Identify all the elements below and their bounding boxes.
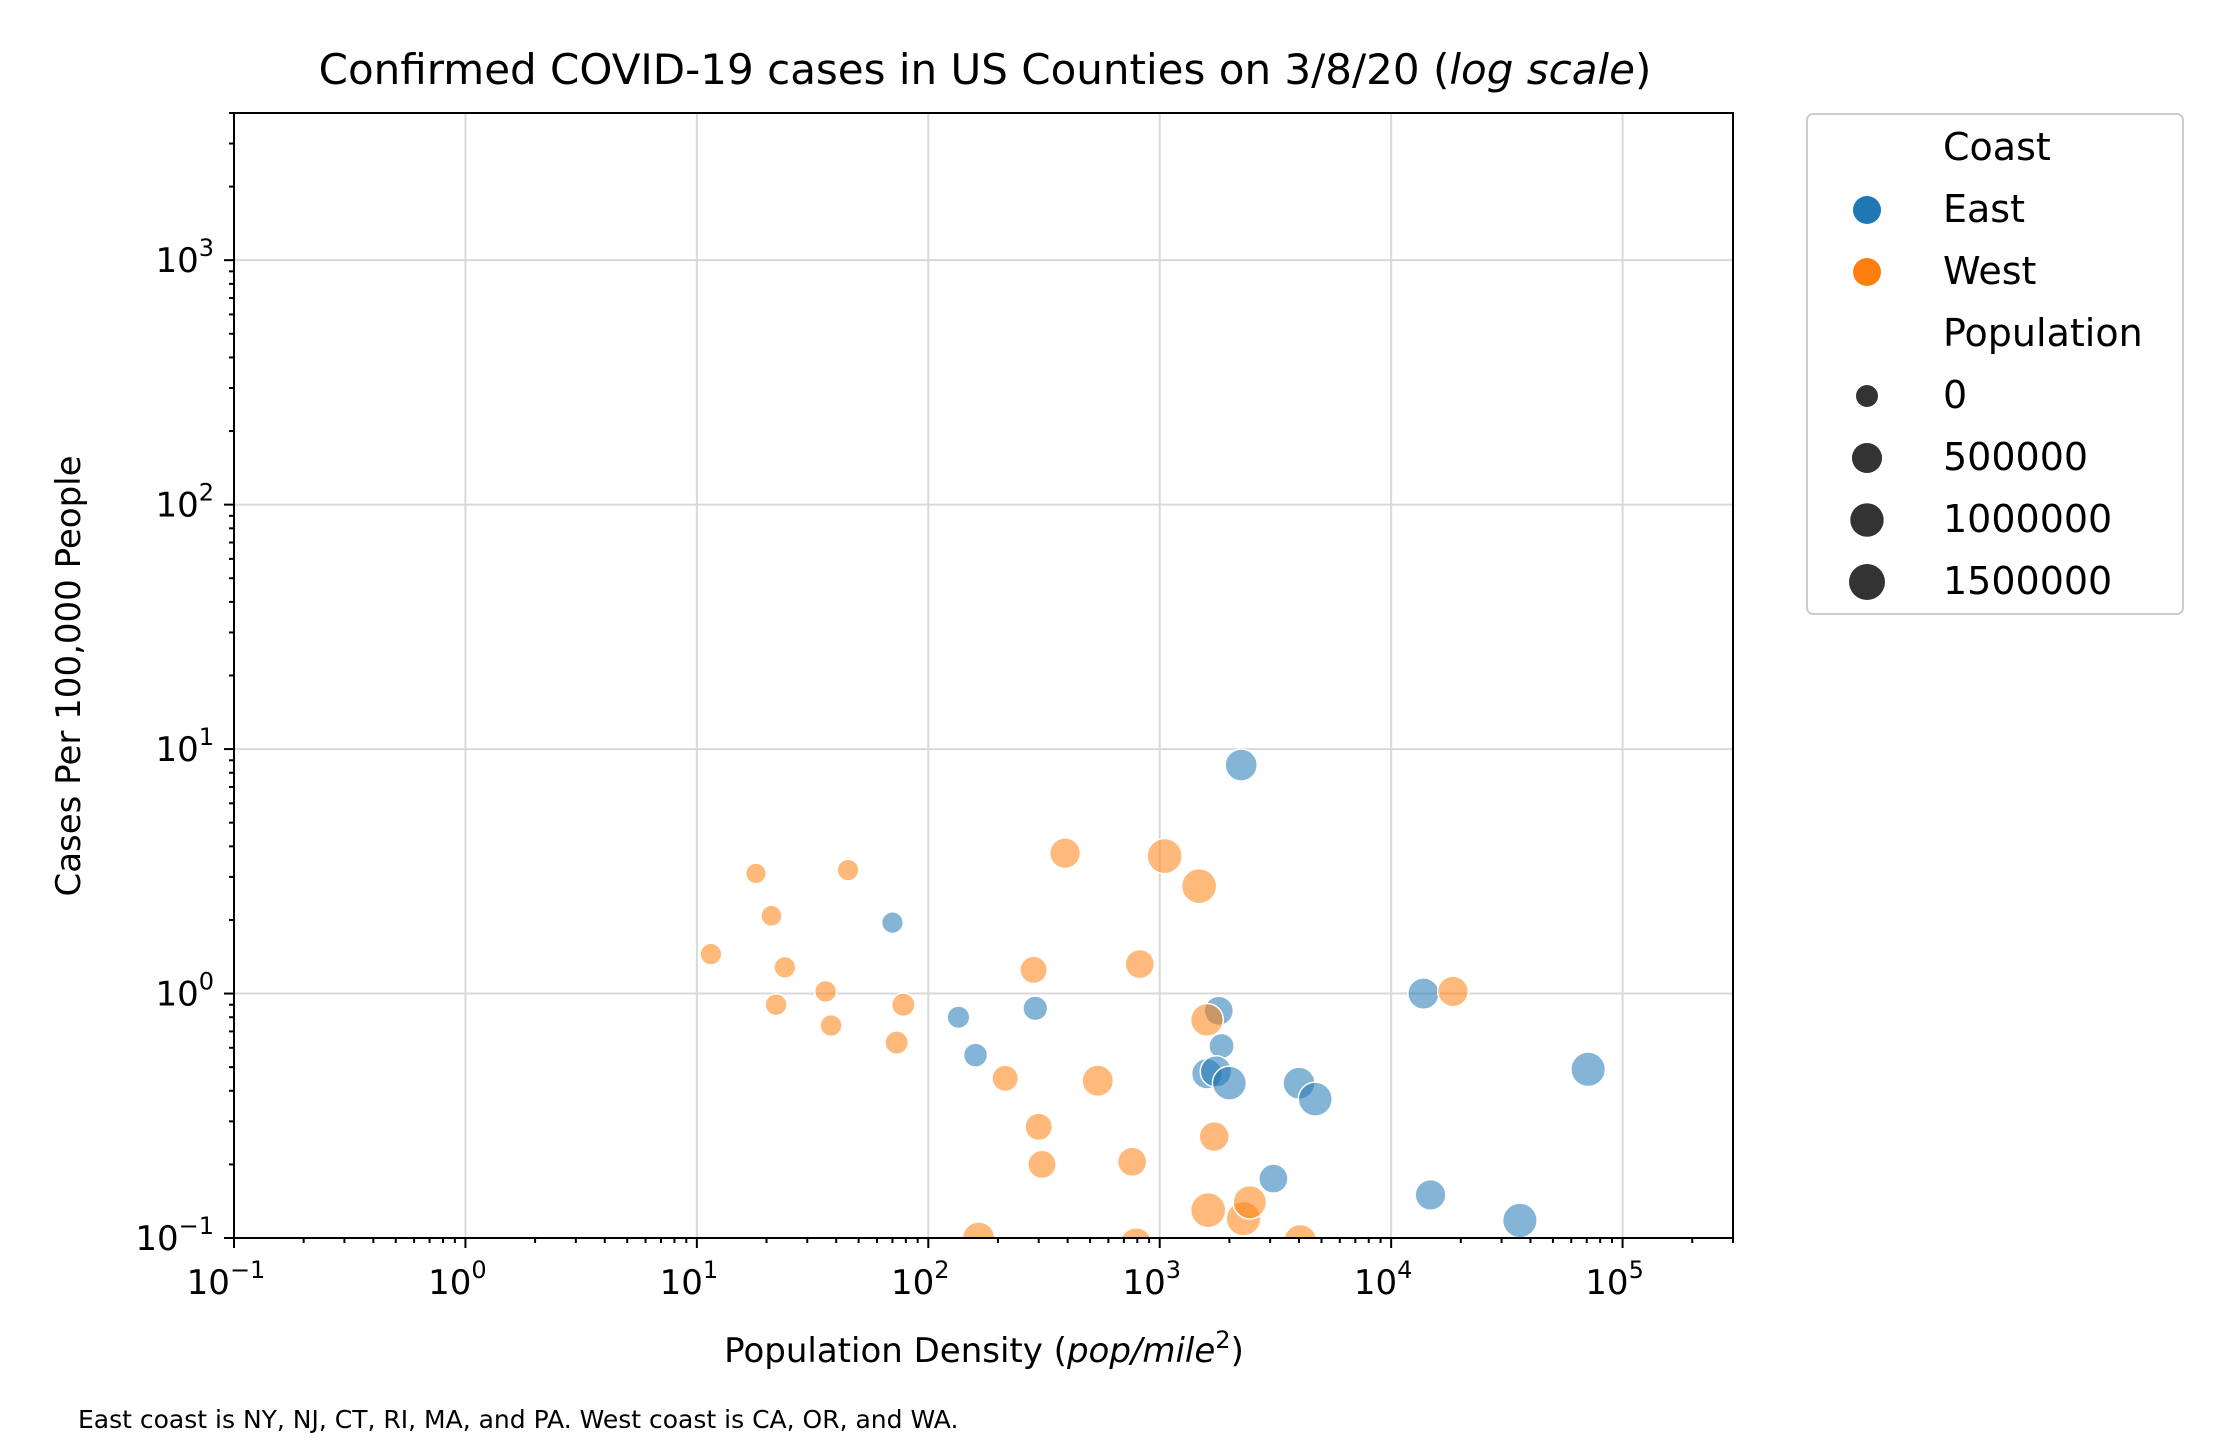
west-coast-point <box>890 992 916 1018</box>
y-tick-label: 103 <box>155 234 214 281</box>
west-coast-point <box>1232 1184 1268 1220</box>
legend-size-label: 500000 <box>1943 435 2088 479</box>
west-coast-point <box>1120 1226 1152 1238</box>
west-coast-point <box>1124 948 1156 980</box>
east-coast-point <box>880 911 905 935</box>
east-coast-point <box>1414 1178 1447 1212</box>
east-coast-point <box>1022 995 1049 1022</box>
east-coast-point <box>946 1005 971 1030</box>
west-coast-point <box>1019 955 1048 985</box>
legend-east-label: East <box>1943 187 2025 231</box>
east-coast-point <box>1258 1163 1289 1194</box>
west-coast-point <box>1198 1120 1230 1153</box>
west-coast-point <box>1048 837 1082 870</box>
legend-size-marker <box>1850 503 1884 537</box>
west-coast-point <box>836 858 860 882</box>
east-coast-point <box>1407 977 1440 1011</box>
west-coast-point <box>1436 975 1470 1008</box>
west-coast-point <box>819 1013 843 1038</box>
legend-east-marker <box>1853 196 1881 224</box>
data-points <box>699 748 1607 1238</box>
x-axis-title: Population Density (pop/mile2) <box>724 1326 1244 1371</box>
legend-size-marker <box>1849 564 1885 600</box>
x-tick-label: 10−1 <box>187 1256 266 1303</box>
x-tick-label: 103 <box>1122 1256 1181 1303</box>
west-coast-point <box>991 1064 1020 1093</box>
legend-size-label: 0 <box>1943 373 1967 417</box>
chart-title: Confirmed COVID-19 cases in US Counties … <box>319 45 1652 94</box>
west-coast-point <box>961 1221 996 1238</box>
east-coast-point <box>1208 1032 1235 1060</box>
west-coast-point <box>1081 1064 1115 1098</box>
x-tick-label: 101 <box>660 1256 719 1303</box>
x-tick-label: 102 <box>891 1256 950 1303</box>
footnote: East coast is NY, NJ, CT, RI, MA, and PA… <box>78 1405 958 1434</box>
legend-west-label: West <box>1943 249 2036 293</box>
west-coast-point <box>699 942 723 966</box>
legend-size-marker <box>1856 385 1878 407</box>
west-coast-point <box>773 955 797 979</box>
x-tick-label: 105 <box>1585 1256 1644 1303</box>
y-tick-label: 10−1 <box>135 1212 214 1259</box>
legend-size-label: 1000000 <box>1943 497 2112 541</box>
west-coast-point <box>1116 1146 1148 1178</box>
y-tick-label: 100 <box>155 968 214 1015</box>
west-coast-point <box>764 993 788 1017</box>
west-coast-point <box>744 862 768 885</box>
east-coast-point <box>1211 1065 1248 1101</box>
west-coast-point <box>1024 1112 1054 1142</box>
west-coast-point <box>1189 1191 1227 1229</box>
west-coast-point <box>884 1030 910 1056</box>
east-coast-point <box>1501 1202 1538 1238</box>
west-coast-point <box>1283 1223 1318 1238</box>
x-tick-label: 100 <box>428 1256 487 1303</box>
x-tick-label: 104 <box>1354 1256 1413 1303</box>
east-coast-point <box>1570 1051 1607 1088</box>
legend-size-title: Population <box>1943 311 2143 355</box>
west-coast-point <box>1189 1002 1225 1038</box>
y-axis-title: Cases Per 100,000 People <box>49 455 89 896</box>
axis-ticks <box>224 112 1734 1248</box>
east-coast-point <box>1297 1081 1334 1117</box>
east-coast-point <box>1224 748 1259 782</box>
y-tick-label: 101 <box>155 723 214 770</box>
legend-box <box>1806 113 2184 615</box>
legend-west-marker <box>1853 258 1881 286</box>
west-coast-point <box>1180 867 1218 905</box>
legend-hue-title: Coast <box>1943 125 2051 169</box>
legend: Coast East West Population 0 500000 1000000 150… <box>1806 113 2184 615</box>
west-coast-point <box>1146 837 1183 875</box>
legend-size-marker <box>1851 442 1883 474</box>
tick-labels: 10−1 100 101 102 103 104 105 10−1 100 101 102 103 <box>135 234 1644 1303</box>
west-coast-point <box>813 979 838 1004</box>
west-coast-point <box>760 904 783 928</box>
west-coast-point <box>1027 1149 1057 1180</box>
legend-size-label: 1500000 <box>1943 559 2112 603</box>
east-coast-point <box>962 1042 989 1068</box>
y-tick-label: 102 <box>155 479 214 526</box>
